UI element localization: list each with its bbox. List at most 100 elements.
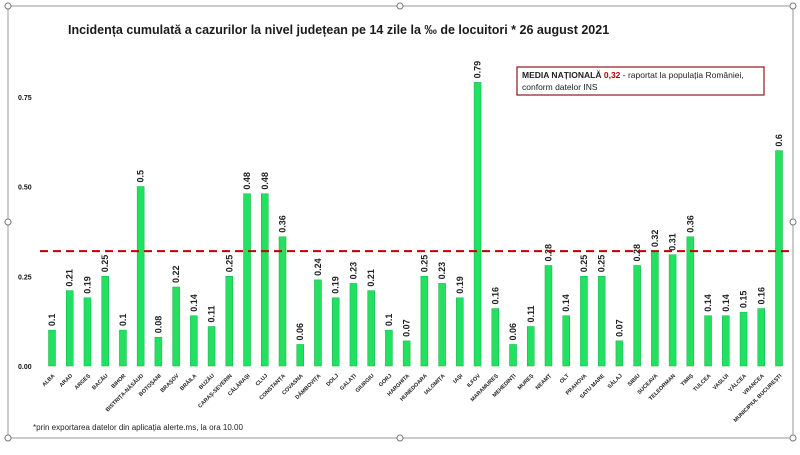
bar bbox=[527, 326, 535, 367]
value-label: 0.14 bbox=[561, 294, 571, 312]
bar bbox=[704, 315, 712, 367]
bar bbox=[101, 276, 109, 367]
value-label: 0.16 bbox=[756, 287, 766, 305]
value-label: 0.32 bbox=[650, 230, 660, 248]
value-label: 0.23 bbox=[437, 262, 447, 280]
bar bbox=[473, 82, 482, 367]
bar bbox=[739, 311, 748, 367]
resize-handle[interactable] bbox=[396, 434, 404, 442]
x-tick-label: BRĂILA bbox=[179, 372, 199, 392]
x-tick-label: CLUJ bbox=[255, 373, 269, 387]
y-tick-label: 0.50 bbox=[18, 185, 32, 192]
bar bbox=[775, 150, 783, 367]
value-label: 0.06 bbox=[508, 323, 518, 341]
annotation-value: 0,32 bbox=[604, 70, 621, 80]
x-tick-label: MUREȘ bbox=[517, 373, 536, 392]
bar bbox=[367, 290, 375, 367]
value-label: 0.25 bbox=[419, 255, 429, 273]
x-tick-label: OLT bbox=[559, 373, 571, 385]
bar bbox=[83, 297, 92, 367]
x-tick-label: NEAMȚ bbox=[535, 373, 554, 392]
value-label: 0.21 bbox=[65, 269, 75, 287]
bar bbox=[757, 308, 766, 367]
annotation-rest: - raportat la populația României, bbox=[620, 70, 743, 80]
bar bbox=[207, 326, 216, 367]
bar bbox=[314, 279, 322, 367]
footnote: *prin exportarea datelor din aplicația a… bbox=[33, 423, 243, 432]
value-label: 0.11 bbox=[526, 305, 536, 322]
resize-handle[interactable] bbox=[4, 434, 12, 442]
value-label: 0.48 bbox=[242, 172, 252, 190]
bar bbox=[296, 344, 304, 367]
x-tick-label: ILFOV bbox=[466, 373, 482, 389]
y-tick-label: 0.25 bbox=[18, 274, 32, 281]
value-label: 0.19 bbox=[331, 276, 341, 294]
x-tick-label: TIMIȘ bbox=[680, 373, 695, 388]
resize-handle[interactable] bbox=[4, 218, 12, 226]
bar bbox=[633, 265, 641, 367]
bar bbox=[243, 193, 251, 367]
value-label: 0.11 bbox=[207, 305, 217, 322]
annotation-box bbox=[516, 66, 765, 96]
bar bbox=[420, 276, 429, 367]
bar bbox=[225, 276, 234, 367]
x-tick-label: DOLJ bbox=[326, 373, 341, 388]
value-label: 0.21 bbox=[366, 269, 376, 287]
legend-annotation: MEDIA NAȚIONALĂ 0,32 - raportat la popul… bbox=[516, 66, 765, 96]
annotation-line2: conform datelor INS bbox=[522, 82, 598, 92]
resize-handle[interactable] bbox=[789, 218, 797, 226]
value-label: 0.28 bbox=[543, 244, 553, 262]
value-label: 0.1 bbox=[384, 314, 394, 327]
value-label: 0.6 bbox=[774, 134, 784, 147]
annotation-bold: MEDIA NAȚIONALĂ bbox=[522, 70, 601, 80]
value-label: 0.28 bbox=[632, 244, 642, 262]
bar bbox=[349, 283, 358, 367]
x-tick-label: TULCEA bbox=[692, 373, 712, 393]
resize-handle[interactable] bbox=[789, 434, 797, 442]
bar bbox=[402, 340, 411, 367]
bar bbox=[278, 236, 287, 367]
value-label: 0.08 bbox=[153, 316, 163, 334]
bar bbox=[385, 329, 393, 367]
value-label: 0.07 bbox=[614, 319, 624, 337]
value-label: 0.36 bbox=[278, 215, 288, 233]
bar bbox=[686, 236, 695, 367]
x-tick-label: GORJ bbox=[378, 373, 393, 388]
y-tick-label: 0.00 bbox=[18, 364, 32, 371]
value-label: 0.16 bbox=[490, 287, 500, 305]
bar bbox=[136, 186, 145, 367]
bar bbox=[651, 250, 659, 367]
x-tick-label: ARAD bbox=[59, 373, 74, 388]
bar bbox=[154, 337, 163, 367]
value-label: 0.79 bbox=[473, 61, 483, 79]
value-label: 0.31 bbox=[668, 233, 678, 251]
value-label: 0.14 bbox=[189, 294, 199, 312]
resize-handle[interactable] bbox=[789, 2, 797, 10]
value-label: 0.14 bbox=[703, 294, 713, 312]
value-label: 0.23 bbox=[348, 262, 358, 280]
value-label: 0.1 bbox=[47, 314, 57, 327]
value-label: 0.25 bbox=[224, 255, 234, 273]
x-tick-label: BRAȘOV bbox=[160, 373, 181, 394]
x-tick-label: ARGEȘ bbox=[74, 373, 92, 391]
resize-handle[interactable] bbox=[396, 2, 404, 10]
value-label: 0.1 bbox=[118, 314, 128, 327]
bar bbox=[331, 297, 340, 367]
x-tick-label: SIBIU bbox=[627, 373, 642, 388]
chart-title: Incidența cumulată a cazurilor la nivel … bbox=[68, 23, 609, 37]
value-label: 0.14 bbox=[721, 294, 731, 312]
value-label: 0.25 bbox=[100, 255, 110, 273]
value-label: 0.25 bbox=[597, 255, 607, 273]
value-label: 0.06 bbox=[295, 323, 305, 341]
x-tick-label: IAȘI bbox=[452, 373, 464, 385]
resize-handle[interactable] bbox=[4, 2, 12, 10]
bar bbox=[190, 315, 198, 367]
x-tick-label: GIURGIU bbox=[355, 373, 376, 394]
bar bbox=[48, 329, 56, 367]
bar bbox=[509, 344, 517, 367]
x-tick-label: SĂLAJ bbox=[606, 372, 624, 390]
bar bbox=[597, 276, 606, 367]
value-label: 0.19 bbox=[82, 276, 92, 294]
value-label: 0.07 bbox=[402, 319, 412, 337]
bar bbox=[562, 315, 570, 367]
